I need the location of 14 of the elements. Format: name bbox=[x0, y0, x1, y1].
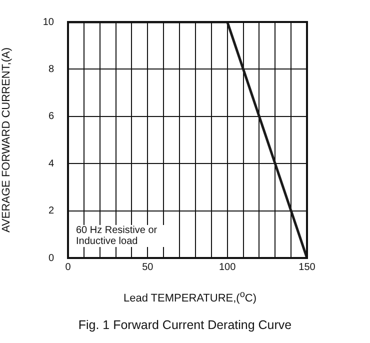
y-tick-label: 8 bbox=[48, 64, 54, 75]
x-tick-label: 150 bbox=[298, 262, 316, 273]
x-tick-label: 0 bbox=[65, 262, 72, 273]
y-tick-label: 10 bbox=[42, 16, 54, 28]
y-axis-title: AVERAGE FORWARD CURRENT,(A) bbox=[0, 48, 13, 232]
x-tick-label: 50 bbox=[142, 262, 154, 273]
annotation: 60 Hz Resistive or Inductive load bbox=[76, 225, 171, 247]
x-axis-title: Lead TEMPERATURE,($^{o}$C) bbox=[122, 289, 258, 305]
x-tick-label: 100 bbox=[218, 262, 236, 273]
y-tick-label: 4 bbox=[48, 158, 54, 170]
text: Fig. 1 Forward Current Derating Curve bbox=[77, 318, 293, 332]
y-tick-label: 0 bbox=[48, 252, 54, 264]
y-tick-label: 6 bbox=[48, 111, 54, 122]
y-tick-label: 2 bbox=[48, 206, 54, 217]
